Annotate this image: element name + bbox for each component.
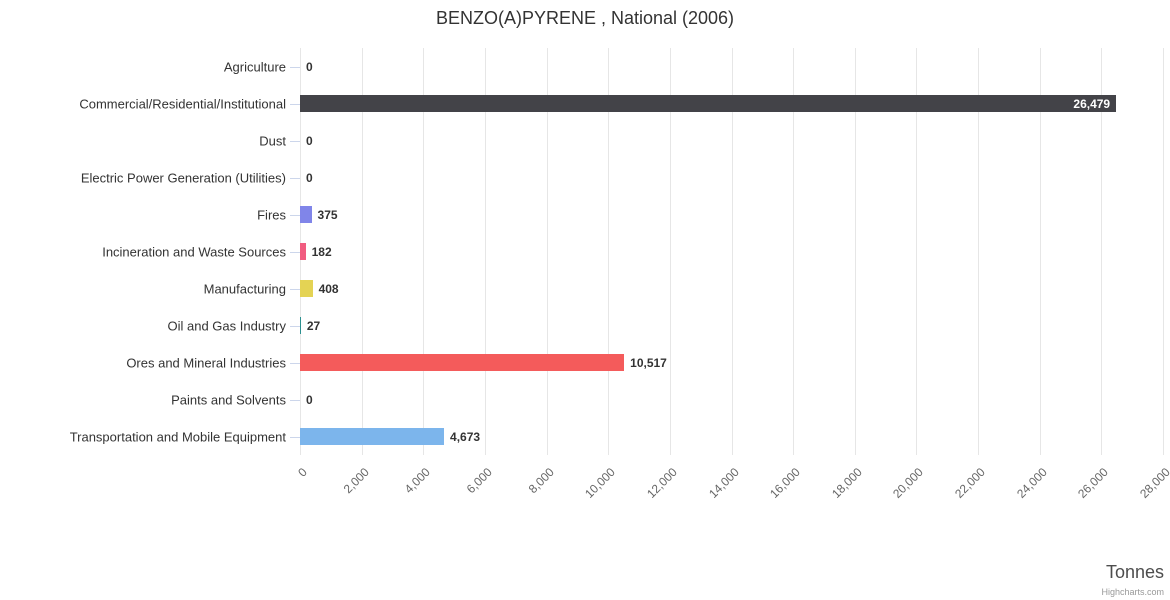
category-label: Paints and Solvents bbox=[171, 392, 286, 407]
axis-tick bbox=[290, 362, 300, 364]
gridline bbox=[731, 48, 733, 455]
category-label: Incineration and Waste Sources bbox=[102, 244, 286, 259]
gridline bbox=[423, 48, 425, 455]
bar[interactable] bbox=[300, 354, 625, 371]
bar[interactable] bbox=[300, 317, 301, 334]
gridline bbox=[361, 48, 363, 455]
chart-title: BENZO(A)PYRENE , National (2006) bbox=[435, 8, 735, 28]
value-label: 0 bbox=[306, 59, 313, 74]
highcharts-credit[interactable]: Highcharts.com bbox=[1101, 587, 1164, 597]
category-label: Commercial/Residential/Institutional bbox=[79, 96, 286, 111]
value-label: 0 bbox=[306, 392, 313, 407]
bar[interactable] bbox=[300, 206, 312, 223]
gridline bbox=[546, 48, 548, 455]
bar[interactable] bbox=[300, 243, 306, 260]
category-label: Ores and Mineral Industries bbox=[126, 355, 286, 370]
gridline bbox=[1101, 48, 1103, 455]
value-label: 4,673 bbox=[450, 429, 481, 444]
bar[interactable] bbox=[300, 95, 1117, 112]
gridline bbox=[608, 48, 610, 455]
axis-tick bbox=[290, 214, 300, 216]
axis-tick bbox=[290, 436, 300, 438]
category-label: Dust bbox=[259, 133, 286, 148]
value-label: 0 bbox=[306, 170, 313, 185]
value-label: 182 bbox=[311, 244, 332, 259]
axis-tick bbox=[290, 325, 300, 327]
axis-tick bbox=[290, 177, 300, 179]
gridline bbox=[1039, 48, 1041, 455]
axis-tick bbox=[290, 140, 300, 142]
category-label: Transportation and Mobile Equipment bbox=[69, 429, 286, 444]
axis-tick bbox=[290, 251, 300, 253]
gridline bbox=[978, 48, 980, 455]
bar[interactable] bbox=[300, 428, 445, 445]
value-label: 375 bbox=[317, 207, 338, 222]
value-label: 10,517 bbox=[630, 355, 667, 370]
axis-tick bbox=[290, 66, 300, 68]
category-label: Fires bbox=[257, 207, 286, 222]
value-label: 26,479 bbox=[1073, 96, 1111, 111]
bar[interactable] bbox=[300, 280, 313, 297]
value-label: 408 bbox=[318, 281, 339, 296]
gridline bbox=[669, 48, 671, 455]
axis-tick bbox=[290, 288, 300, 290]
value-label: 0 bbox=[306, 133, 313, 148]
value-label: 27 bbox=[306, 318, 321, 333]
x-axis-title: Tonnes bbox=[1105, 562, 1164, 582]
axis-tick bbox=[290, 103, 300, 105]
gridline bbox=[854, 48, 856, 455]
category-label: Manufacturing bbox=[203, 281, 286, 296]
gridline bbox=[793, 48, 795, 455]
plot-area: 0 2,000 4,000 6,000 8,000 10,000 12,000 14,000 1… bbox=[295, 48, 1170, 501]
gridline bbox=[1163, 48, 1164, 455]
category-label: Electric Power Generation (Utilities) bbox=[80, 170, 286, 185]
axis-tick bbox=[290, 399, 300, 401]
gridline bbox=[916, 48, 918, 455]
gridline bbox=[484, 48, 486, 455]
category-label: Oil and Gas Industry bbox=[167, 318, 287, 333]
category-label: Agriculture bbox=[223, 59, 286, 74]
